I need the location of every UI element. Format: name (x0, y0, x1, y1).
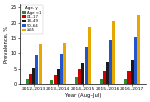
Bar (124, 79, 127, 84)
Bar (131, 60, 134, 84)
Bar (54, 75, 57, 84)
Bar (137, 15, 140, 84)
Bar (35, 55, 38, 84)
X-axis label: Year (Aug–Jul): Year (Aug–Jul) (65, 93, 101, 98)
Bar (57, 69, 60, 84)
Bar (88, 27, 91, 84)
Bar (106, 62, 109, 84)
Bar (112, 21, 116, 84)
Bar (60, 54, 63, 84)
Bar (103, 71, 106, 84)
Bar (100, 79, 103, 84)
Bar (29, 74, 32, 84)
Bar (134, 37, 137, 84)
Bar (50, 80, 53, 84)
Bar (109, 40, 112, 84)
Bar (81, 63, 84, 84)
Bar (78, 69, 81, 84)
Bar (26, 79, 29, 84)
Bar (85, 47, 88, 84)
Bar (32, 68, 35, 84)
Bar (75, 78, 78, 84)
Bar (128, 71, 130, 84)
Y-axis label: Prevalence, %: Prevalence, % (4, 26, 9, 63)
Legend: Age <1, 01–17, 18–49, 50–64, ≥65: Age <1, 01–17, 18–49, 50–64, ≥65 (21, 5, 43, 34)
Bar (63, 43, 66, 84)
Bar (39, 44, 42, 84)
